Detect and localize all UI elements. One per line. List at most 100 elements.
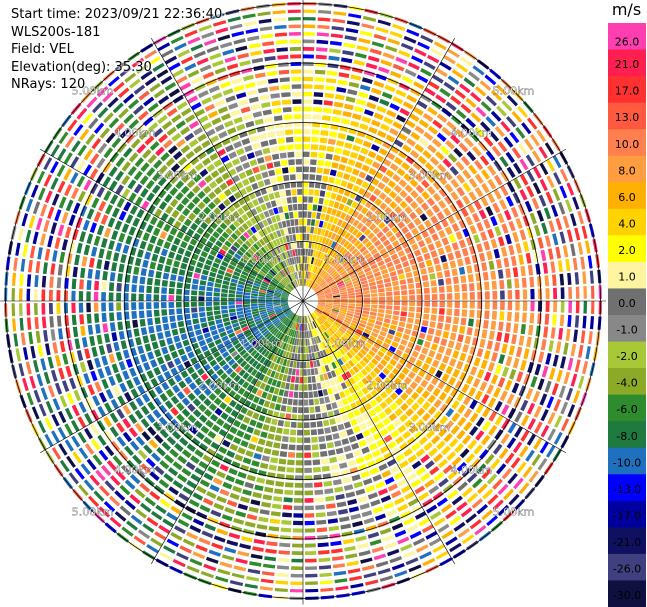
velocity-gate — [116, 312, 122, 321]
velocity-gate — [253, 428, 261, 436]
colorbar-tick-label: 4.0 — [618, 217, 636, 230]
velocity-gate — [314, 482, 323, 488]
velocity-gate — [144, 49, 157, 60]
velocity-gate — [238, 335, 246, 342]
velocity-gate — [380, 123, 390, 132]
velocity-gate — [266, 70, 278, 77]
velocity-gate — [233, 271, 241, 277]
velocity-gate — [265, 301, 273, 303]
velocity-gate — [210, 459, 221, 468]
velocity-gate — [426, 334, 433, 342]
velocity-gate — [425, 356, 433, 365]
velocity-gate — [252, 199, 259, 207]
velocity-gate — [184, 62, 197, 72]
velocity-gate — [438, 391, 448, 401]
velocity-gate — [262, 358, 269, 366]
velocity-gate — [259, 311, 267, 315]
velocity-gate — [303, 271, 305, 279]
velocity-gate — [244, 286, 252, 290]
velocity-gate — [325, 403, 332, 411]
velocity-gate — [479, 449, 489, 460]
velocity-gate — [249, 271, 257, 277]
velocity-gate — [384, 282, 392, 288]
velocity-gate — [243, 304, 251, 308]
velocity-gate — [313, 311, 320, 317]
velocity-gate — [451, 324, 458, 333]
velocity-gate — [359, 123, 369, 131]
velocity-gate — [204, 378, 213, 386]
velocity-gate — [245, 450, 254, 458]
velocity-gate — [261, 338, 268, 346]
velocity-gate — [205, 259, 213, 266]
velocity-gate — [236, 264, 244, 270]
velocity-gate — [295, 151, 302, 158]
velocity-gate — [260, 33, 274, 39]
velocity-gate — [506, 94, 518, 107]
velocity-gate — [230, 245, 238, 252]
colorbar-tick-label: 0.0 — [618, 297, 636, 310]
velocity-gate — [235, 301, 243, 305]
velocity-gate — [492, 202, 501, 214]
velocity-gate — [450, 178, 460, 189]
velocity-gate — [259, 164, 267, 172]
velocity-gate — [336, 400, 344, 408]
velocity-gate — [343, 421, 352, 429]
velocity-gate — [222, 481, 233, 490]
velocity-gate — [144, 477, 155, 487]
velocity-gate — [265, 302, 273, 305]
velocity-gate — [268, 335, 275, 342]
velocity-gate — [329, 48, 341, 54]
velocity-gate — [333, 570, 347, 576]
velocity-gate — [505, 356, 513, 367]
velocity-gate — [287, 336, 292, 344]
velocity-gate — [410, 149, 420, 159]
velocity-gate — [510, 457, 521, 469]
velocity-gate — [256, 334, 264, 341]
velocity-gate — [274, 403, 281, 411]
velocity-gate — [247, 35, 260, 42]
velocity-gate — [517, 142, 528, 155]
velocity-gate — [370, 248, 378, 255]
velocity-gate — [369, 311, 377, 316]
velocity-gate — [304, 331, 307, 339]
velocity-gate — [318, 10, 332, 15]
velocity-gate — [202, 157, 211, 166]
velocity-gate — [362, 310, 370, 315]
velocity-gate — [304, 422, 310, 429]
velocity-gate — [225, 433, 235, 441]
velocity-gate — [253, 342, 261, 349]
velocity-gate — [229, 580, 244, 587]
velocity-gate — [272, 231, 278, 239]
velocity-gate — [342, 50, 354, 56]
velocity-gate — [285, 310, 292, 316]
velocity-gate — [303, 376, 308, 384]
velocity-gate — [476, 369, 485, 379]
velocity-gate — [369, 370, 377, 379]
velocity-gate — [220, 113, 231, 121]
velocity-gate — [404, 195, 414, 204]
velocity-gate — [209, 152, 219, 161]
velocity-gate — [154, 484, 165, 495]
velocity-gate — [118, 330, 125, 340]
velocity-gate — [454, 443, 464, 453]
velocity-gate — [325, 153, 333, 160]
velocity-gate — [241, 222, 249, 231]
velocity-gate — [474, 525, 487, 536]
velocity-gate — [323, 254, 329, 262]
velocity-gate — [281, 325, 287, 333]
velocity-gate — [229, 371, 237, 379]
velocity-gate — [449, 515, 462, 526]
velocity-gate — [78, 401, 87, 413]
velocity-gate — [58, 328, 64, 340]
velocity-gate — [151, 452, 161, 462]
velocity-gate — [313, 311, 319, 318]
velocity-gate — [303, 248, 306, 256]
velocity-gate — [200, 322, 208, 329]
velocity-gate — [406, 436, 416, 446]
velocity-gate — [341, 248, 348, 256]
velocity-gate — [420, 93, 432, 103]
velocity-gate — [215, 226, 224, 235]
velocity-gate — [406, 94, 418, 103]
velocity-gate — [277, 137, 286, 144]
velocity-gate — [294, 490, 303, 496]
